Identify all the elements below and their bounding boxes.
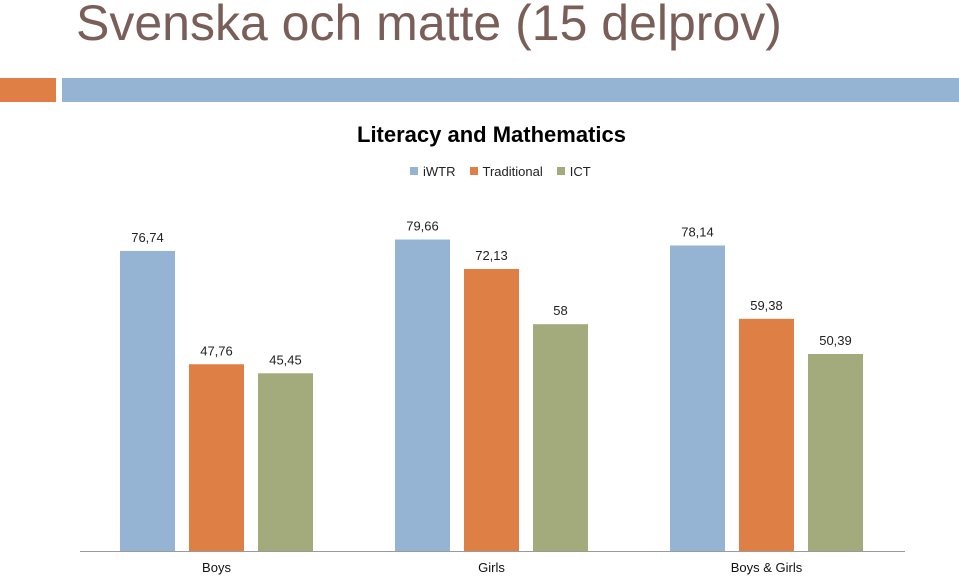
- data-label-girls-iwtr: 79,66: [406, 219, 439, 234]
- data-label-girls-ict: 58: [553, 303, 567, 318]
- data-label-boys-traditional: 47,76: [200, 343, 233, 358]
- chart-legend: iWTR Traditional ICT: [410, 163, 605, 179]
- legend-item-ict: ICT: [556, 163, 591, 179]
- bar-boys-iwtr: [120, 250, 175, 551]
- accent-bar-blue: [62, 78, 959, 102]
- x-tick-label: Boys & Girls: [731, 560, 803, 575]
- legend-swatch-iwtr: [410, 167, 418, 175]
- legend-item-traditional: Traditional: [469, 163, 543, 179]
- accent-bar-orange: [0, 78, 56, 102]
- legend-swatch-ict: [556, 167, 565, 175]
- legend-label-iwtr: iWTR: [423, 163, 456, 179]
- legend-label-traditional: Traditional: [482, 163, 543, 179]
- bar-girls-ict: [533, 324, 588, 551]
- bar-boys-girls-traditional: [739, 318, 794, 551]
- x-tick-label: Girls: [478, 560, 505, 575]
- legend-swatch-traditional: [469, 167, 478, 175]
- x-tick-label: Boys: [202, 560, 231, 575]
- bar-boys-girls-iwtr: [670, 245, 725, 551]
- bar-girls-iwtr: [395, 239, 450, 551]
- legend-label-ict: ICT: [569, 163, 591, 179]
- bar-boys-traditional: [189, 364, 244, 551]
- chart-title: Literacy and Mathematics: [357, 122, 626, 147]
- data-label-girls-traditional: 72,13: [475, 248, 508, 263]
- data-label-boys-girls-ict: 50,39: [819, 333, 852, 348]
- bar-boys-girls-ict: [808, 353, 863, 551]
- data-label-boys-girls-iwtr: 78,14: [681, 224, 714, 239]
- data-label-boys-ict: 45,45: [269, 352, 302, 367]
- bar-boys-ict: [258, 373, 313, 551]
- data-label-boys-iwtr: 76,74: [131, 230, 164, 245]
- legend-item-iwtr: iWTR: [410, 164, 456, 179]
- bar-girls-traditional: [464, 268, 519, 551]
- data-label-boys-girls-traditional: 59,38: [750, 298, 783, 313]
- slide-title: Svenska och matte (15 delprov): [76, 0, 782, 51]
